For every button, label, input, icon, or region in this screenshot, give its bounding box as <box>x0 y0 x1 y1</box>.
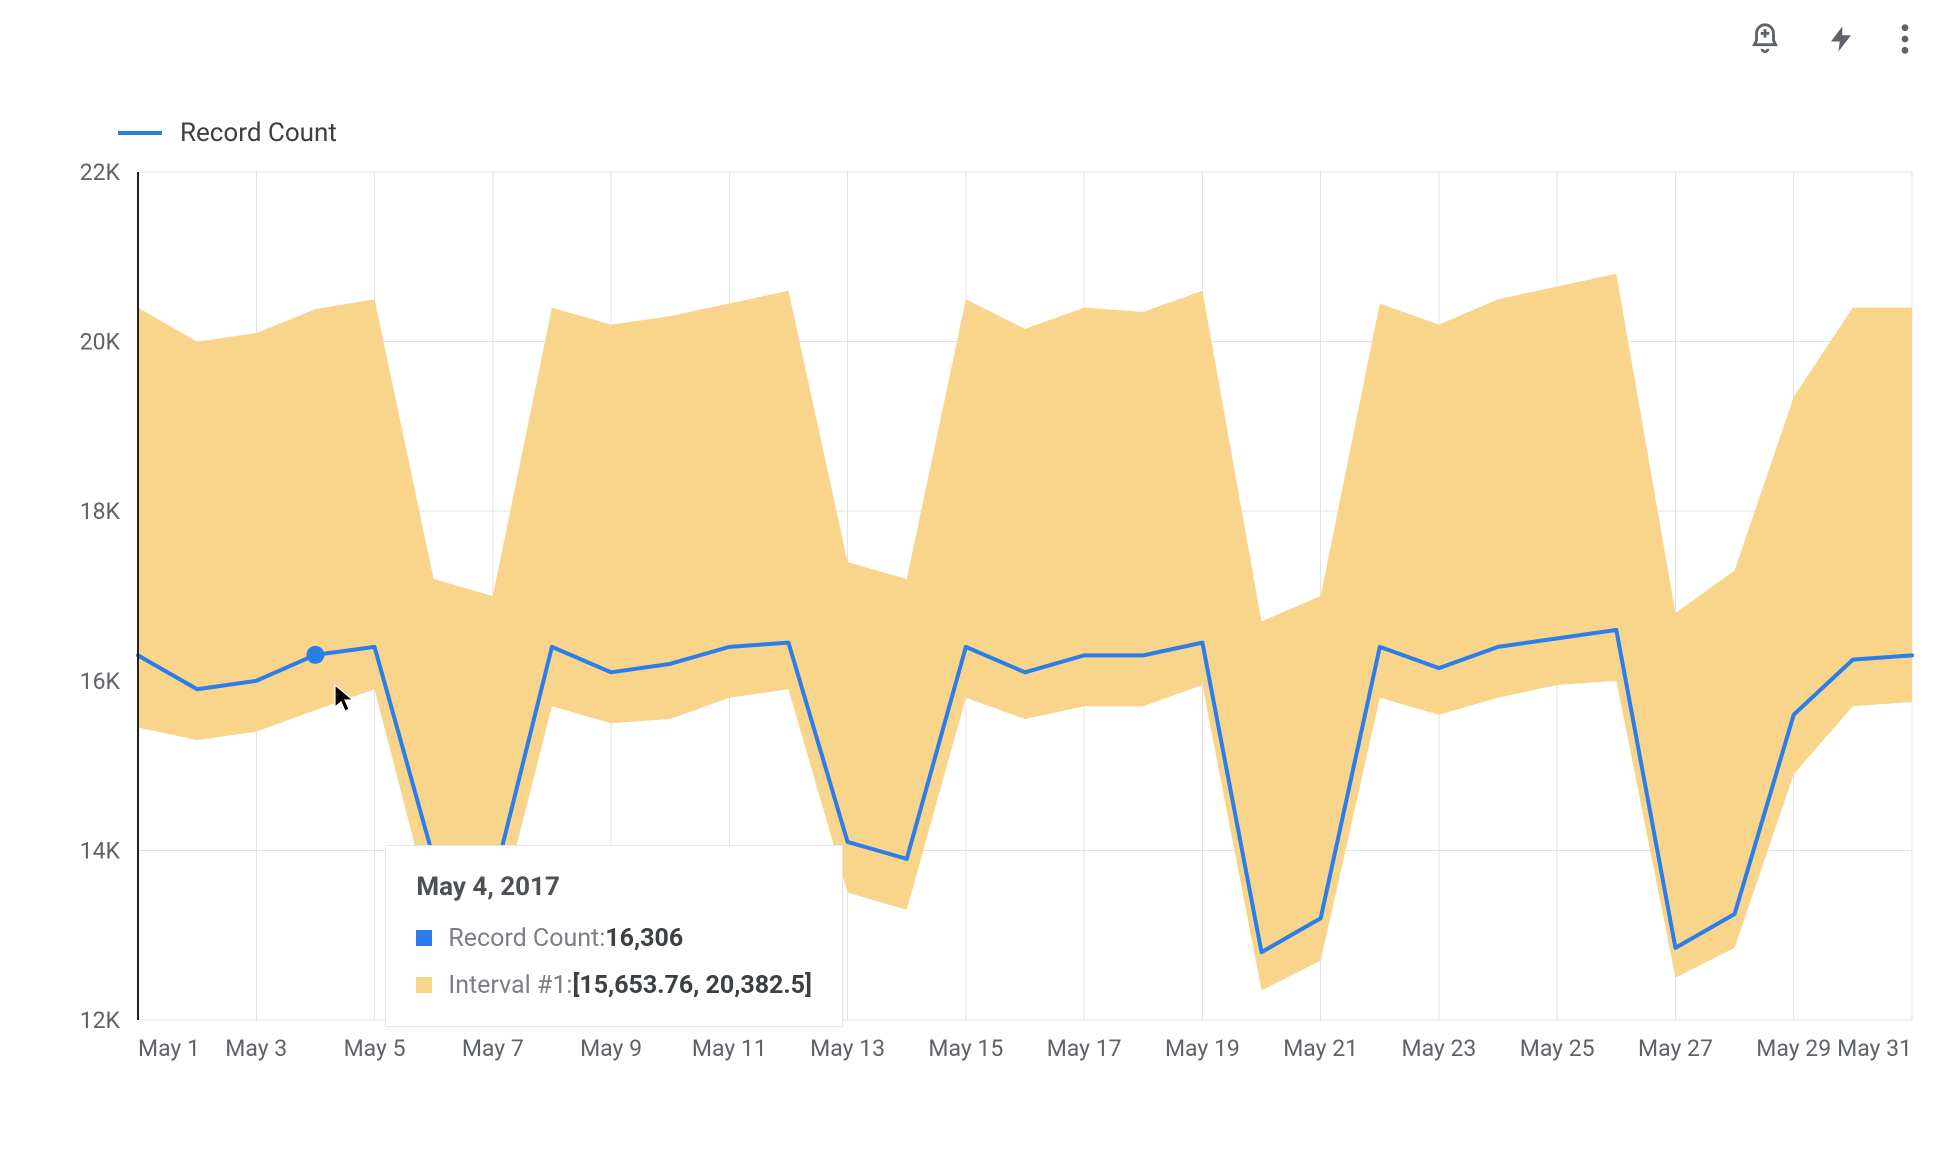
svg-text:May 13: May 13 <box>810 1035 885 1062</box>
kebab-icon[interactable] <box>1900 22 1910 56</box>
svg-text:22K: 22K <box>80 160 121 186</box>
svg-text:May 25: May 25 <box>1520 1035 1595 1062</box>
chart-legend: Record Count <box>118 118 337 148</box>
svg-text:May 15: May 15 <box>928 1035 1003 1062</box>
svg-text:May 1: May 1 <box>138 1035 200 1062</box>
chart[interactable]: 12K 14K 16K 18K 20K 22K May 1 May 3 May 5 May 7 Ma… <box>28 160 1930 1080</box>
svg-text:May 31: May 31 <box>1837 1035 1912 1062</box>
svg-text:May 29: May 29 <box>1756 1035 1831 1062</box>
tooltip-label: Interval #1: <box>448 971 572 1000</box>
bell-plus-icon[interactable] <box>1748 22 1782 56</box>
tooltip-row-record-count: Record Count: 16,306 <box>416 924 812 953</box>
tooltip-row-interval: Interval #1: [15,653.76, 20,382.5] <box>416 971 812 1000</box>
svg-text:May 9: May 9 <box>580 1035 642 1062</box>
svg-text:20K: 20K <box>80 329 121 356</box>
legend-swatch <box>118 131 162 135</box>
chart-toolbar <box>1748 22 1910 56</box>
svg-text:16K: 16K <box>80 668 121 695</box>
chart-svg: 12K 14K 16K 18K 20K 22K May 1 May 3 May 5 May 7 Ma… <box>28 160 1930 1080</box>
svg-text:May 23: May 23 <box>1401 1035 1476 1062</box>
tooltip-value: [15,653.76, 20,382.5] <box>572 971 811 1000</box>
tooltip-label: Record Count: <box>448 924 605 953</box>
legend-label: Record Count <box>180 118 337 148</box>
svg-text:May 19: May 19 <box>1165 1035 1240 1062</box>
svg-text:May 21: May 21 <box>1283 1035 1358 1062</box>
tooltip: May 4, 2017 Record Count: 16,306 Interva… <box>385 845 843 1027</box>
tooltip-value: 16,306 <box>605 924 683 953</box>
svg-text:May 7: May 7 <box>462 1035 524 1062</box>
svg-text:12K: 12K <box>80 1007 121 1034</box>
svg-text:14K: 14K <box>80 837 121 864</box>
svg-text:May 27: May 27 <box>1638 1035 1713 1062</box>
interval-swatch <box>416 977 432 993</box>
svg-text:May 3: May 3 <box>225 1035 287 1062</box>
svg-text:May 5: May 5 <box>344 1035 406 1062</box>
svg-text:18K: 18K <box>80 498 121 525</box>
lightning-icon[interactable] <box>1826 22 1856 56</box>
record-count-swatch <box>416 930 432 946</box>
svg-text:May 11: May 11 <box>692 1035 767 1062</box>
svg-text:May 17: May 17 <box>1047 1035 1122 1062</box>
tooltip-date: May 4, 2017 <box>416 872 812 902</box>
